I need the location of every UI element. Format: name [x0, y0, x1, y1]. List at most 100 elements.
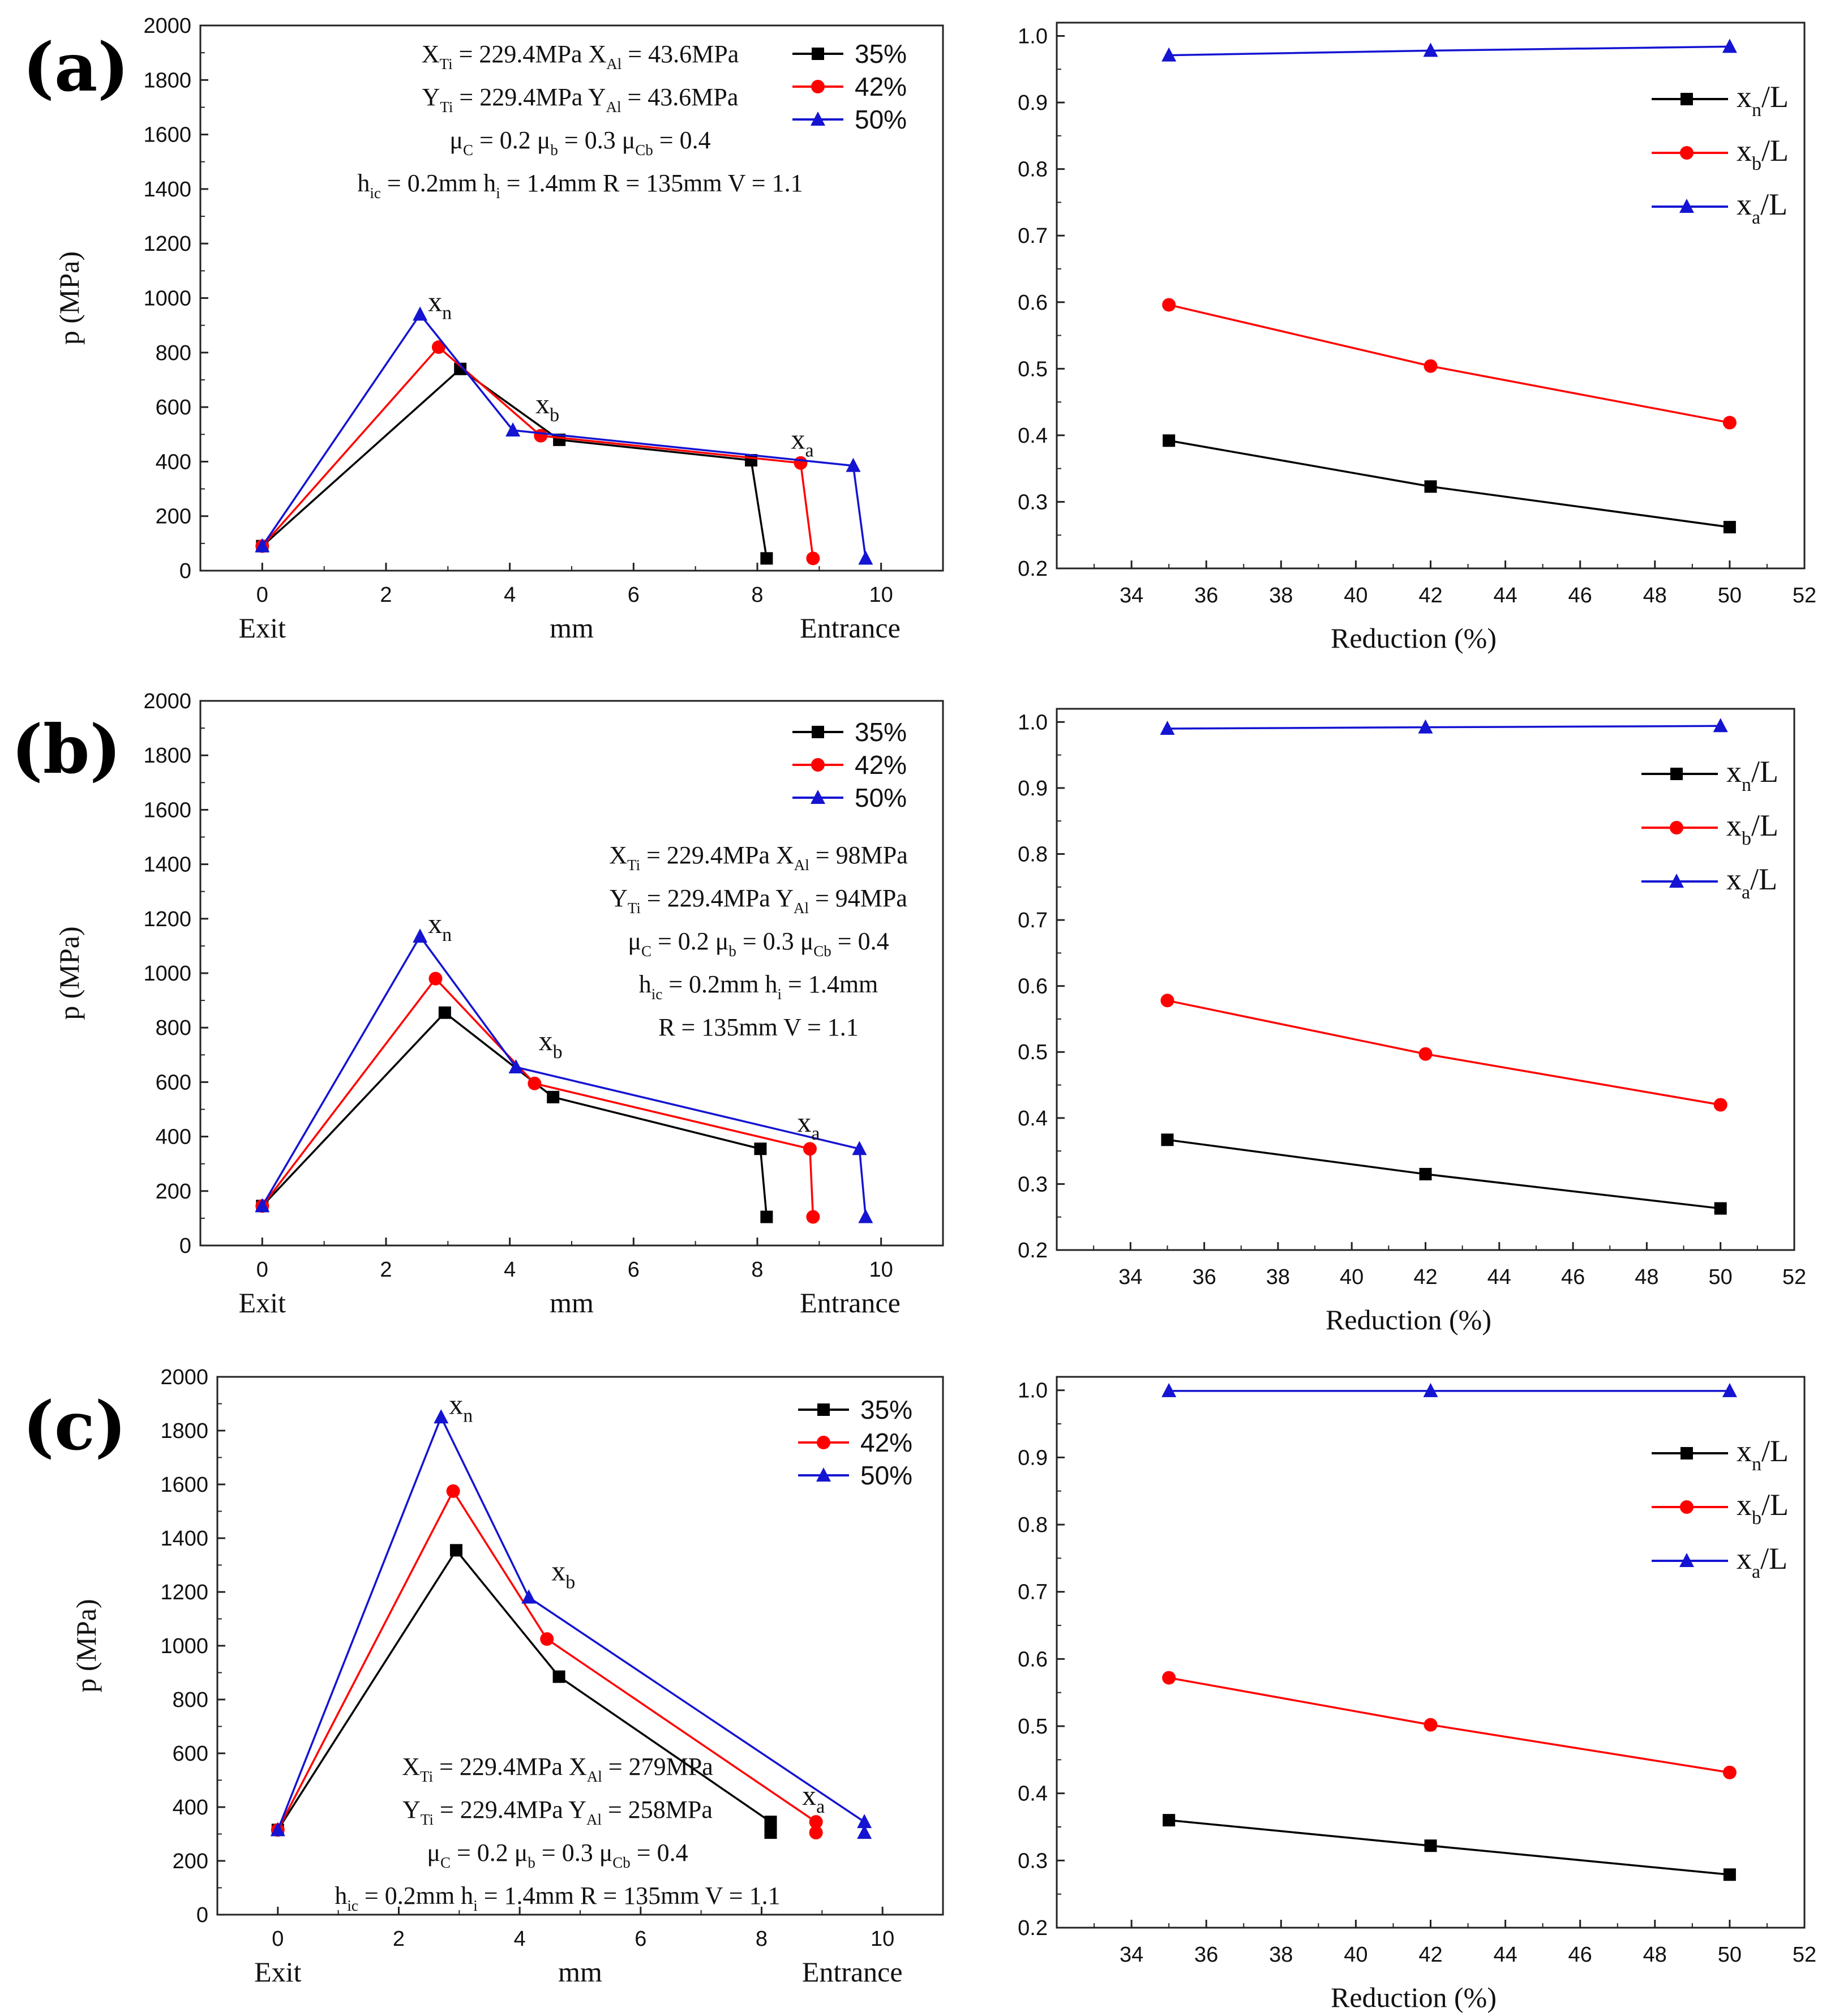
y-axis-label: p (MPa)	[53, 926, 85, 1020]
data-point-42	[428, 971, 443, 986]
legend-label: xb/L	[1737, 134, 1789, 174]
annotation-subscript: Al	[794, 857, 809, 874]
x-tick-label: 40	[1340, 1265, 1364, 1289]
data-point-xaL	[1161, 1382, 1177, 1397]
x-tick-label: 50	[1718, 584, 1742, 607]
annotation-text: = 229.4MPa X	[433, 1753, 587, 1780]
data-point-50	[846, 457, 861, 472]
y-tick-label: 0.8	[1018, 842, 1048, 866]
legend-letter: x	[1737, 80, 1752, 114]
data-point-xnL	[1419, 1167, 1432, 1180]
x-tick-label: 42	[1418, 584, 1442, 607]
legend-marker	[1680, 1500, 1694, 1514]
data-point-50	[505, 422, 521, 437]
x-tick-label: 48	[1643, 1943, 1667, 1967]
y-tick-label: 0.9	[1018, 777, 1048, 801]
legend-letter: x	[1737, 187, 1752, 221]
x-tick-label: 36	[1194, 584, 1218, 607]
y-tick-label: 0.8	[1018, 158, 1048, 182]
marker-label-xb: xb	[551, 1555, 575, 1593]
x-tick-label: 34	[1120, 1943, 1143, 1967]
y-tick-label: 0	[179, 559, 191, 583]
annotation-text: Y	[402, 1796, 421, 1824]
legend-label: 42%	[860, 1428, 912, 1457]
annotation-subscript: Cb	[635, 142, 653, 159]
data-point-42	[540, 1632, 554, 1646]
legend-label: xa/L	[1737, 1542, 1787, 1582]
y-tick-label: 600	[173, 1742, 208, 1766]
marker-letter: x	[449, 1388, 463, 1420]
y-tick-label: 0.5	[1018, 1715, 1048, 1739]
legend-marker	[1680, 146, 1694, 160]
x-axis-label: mm	[550, 1287, 594, 1319]
x-tick-label: 52	[1782, 1265, 1806, 1289]
y-tick-label: 1800	[143, 69, 191, 92]
annotation-text: = 258MPa	[602, 1796, 713, 1824]
data-point-42	[806, 1210, 820, 1224]
annotation-text: = 229.4MPa X	[453, 40, 607, 68]
marker-subscript: n	[463, 1405, 473, 1426]
annotation-text: = 0.3 μ	[736, 927, 813, 955]
y-tick-label: 0.5	[1018, 357, 1048, 381]
annotation-subscript: C	[641, 943, 651, 960]
y-tick-label: 1000	[143, 287, 191, 311]
series-line-xaL	[1169, 45, 1730, 57]
y-tick-label: 600	[156, 396, 191, 420]
panel-a: (a)0200400600800100012001400160018002000…	[23, 14, 1816, 654]
annotation-text: = 98MPa	[809, 841, 908, 869]
position-ratio-chart: 0.2 0.3 0.4 0.5 0.6 0.7 0.8 0.9 1.0 34 36 38 40 42 44 4…	[1018, 22, 1816, 654]
data-point-42	[803, 1142, 817, 1156]
panel-b: (b)0200400600800100012001400160018002000…	[11, 690, 1806, 1336]
panel-c: (c)0200400600800100012001400160018002000…	[23, 1366, 1816, 2013]
annotation-subscript: Ti	[627, 857, 640, 874]
legend-marker	[1670, 768, 1683, 780]
annotation-subscript: Ti	[440, 99, 453, 115]
data-point-xaL	[1161, 47, 1177, 62]
y-tick-label: 0.3	[1018, 490, 1048, 514]
y-tick-label: 0.2	[1018, 1239, 1048, 1262]
x-tick-label: 38	[1269, 584, 1293, 607]
panel-label: (b)	[11, 710, 121, 789]
data-point-xaL	[1713, 718, 1728, 733]
legend-marker	[1679, 1553, 1694, 1567]
marker-subscript: a	[805, 440, 813, 461]
data-point-xaL	[1418, 719, 1433, 734]
y-tick-label: 1600	[143, 123, 191, 147]
y-tick-label: 800	[173, 1688, 208, 1712]
y-axis-label: p (MPa)	[70, 1599, 102, 1692]
x-tick-label: 10	[871, 1927, 894, 1951]
y-tick-label: 1400	[143, 853, 191, 877]
x-tick-label: 42	[1418, 1943, 1442, 1967]
annotation-subscript: Al	[606, 99, 621, 115]
annotation-text: X	[422, 40, 440, 68]
x-tick-label: 44	[1493, 1943, 1517, 1967]
x-tick-label: 48	[1635, 1265, 1658, 1289]
data-point-35	[754, 1142, 767, 1155]
data-point-50	[413, 306, 428, 321]
data-point-50	[508, 1059, 524, 1073]
data-point-xaL	[1722, 1382, 1737, 1397]
x-tick-label: 52	[1793, 1943, 1816, 1967]
x-tick-label: 6	[628, 1258, 640, 1282]
marker-label-xa: xa	[797, 1106, 820, 1144]
annotation-text: = 0.4	[653, 126, 711, 154]
legend-label: 42%	[855, 72, 907, 101]
annotation-subscript: i	[473, 1897, 478, 1914]
data-point-xaL	[1423, 1382, 1438, 1397]
annotation-text: X	[609, 841, 627, 869]
marker-subscript: a	[811, 1123, 820, 1144]
series-line-xaL	[1167, 725, 1721, 730]
pressure-chart: 0 200 400 600 800 1000 1200 1400 1600 1800 2000 0 2 4…	[53, 690, 944, 1319]
x-tick-label: 38	[1266, 1265, 1290, 1289]
marker-letter: x	[428, 285, 442, 317]
annotation-subscript: b	[728, 943, 736, 960]
data-point-50	[857, 1814, 872, 1829]
y-tick-label: 0	[196, 1903, 208, 1927]
x-tick-label: 10	[869, 583, 893, 607]
data-point-xbL	[1722, 1765, 1737, 1779]
series-line-xbL	[1167, 999, 1721, 1106]
marker-subscript: a	[816, 1796, 825, 1817]
annotation-text: R = 135mm V = 1.1	[658, 1013, 859, 1041]
legend-suffix: /L	[1761, 1488, 1789, 1522]
x-tick-label: 46	[1568, 1943, 1592, 1967]
